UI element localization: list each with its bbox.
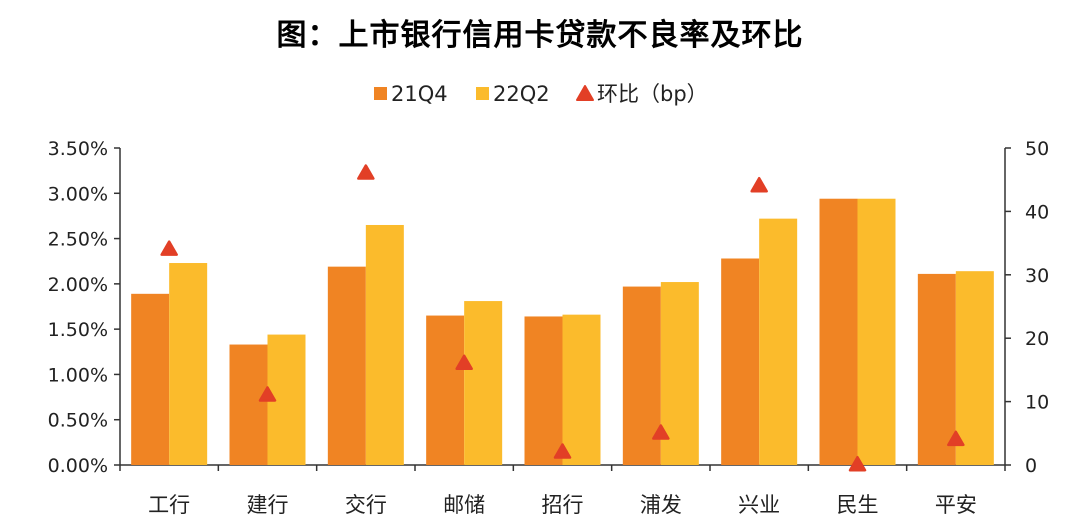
- left-tick-label: 1.00%: [48, 364, 108, 386]
- category-label: 平安: [935, 493, 977, 517]
- left-tick-label: 0.00%: [48, 455, 108, 477]
- category-label: 民生: [837, 493, 879, 517]
- right-tick-label: 20: [1025, 328, 1049, 350]
- qoq-markers: [160, 164, 965, 472]
- left-tick-label: 0.50%: [48, 410, 108, 432]
- legend-swatch-21q4: [374, 87, 387, 100]
- bar-21q4-民生[interactable]: [819, 198, 858, 465]
- category-label: 浦发: [640, 493, 682, 517]
- left-axis-ticks: 0.00% 0.50% 1.00% 1.50% 2.00% 2.50% 3.00% 3.50%: [48, 138, 120, 477]
- legend-marker-qoq: [576, 85, 594, 101]
- legend-item-22q2[interactable]: 22Q2: [476, 82, 550, 106]
- bar-21q4-平安[interactable]: [917, 273, 956, 465]
- left-tick-label: 3.00%: [48, 183, 108, 205]
- bar-21q4-招行[interactable]: [524, 316, 563, 465]
- category-label: 工行: [148, 493, 190, 517]
- bars: [131, 198, 994, 465]
- legend-item-21q4[interactable]: 21Q4: [374, 82, 448, 106]
- bar-22q2-邮储[interactable]: [464, 301, 503, 465]
- bar-22q2-工行[interactable]: [169, 263, 208, 465]
- right-tick-label: 10: [1025, 392, 1049, 414]
- bar-22q2-交行[interactable]: [365, 224, 404, 465]
- qoq-marker-交行[interactable]: [357, 164, 375, 180]
- legend-item-qoq[interactable]: 环比（bp）: [576, 82, 708, 106]
- bar-21q4-交行[interactable]: [327, 266, 366, 465]
- left-tick-label: 2.50%: [48, 229, 108, 251]
- bar-22q2-平安[interactable]: [955, 271, 994, 465]
- qoq-marker-平安[interactable]: [947, 430, 965, 447]
- category-label: 兴业: [738, 493, 780, 517]
- category-label: 邮储: [443, 493, 485, 517]
- legend-swatch-22q2: [476, 87, 489, 100]
- qoq-marker-招行[interactable]: [553, 443, 572, 459]
- right-tick-label: 50: [1025, 138, 1049, 160]
- qoq-marker-工行[interactable]: [160, 240, 178, 256]
- category-label: 招行: [542, 493, 584, 517]
- left-tick-label: 2.00%: [48, 274, 108, 296]
- legend-label-22q2: 22Q2: [493, 82, 550, 106]
- right-tick-label: 0: [1025, 455, 1037, 477]
- legend-label-qoq: 环比（bp）: [597, 82, 708, 106]
- right-axis-ticks: 0 10 20 30 40 50: [1005, 138, 1049, 477]
- left-tick-label: 1.50%: [48, 319, 108, 341]
- legend-label-21q4: 21Q4: [391, 82, 448, 106]
- qoq-marker-建行[interactable]: [258, 386, 277, 402]
- category-label: 交行: [345, 493, 387, 517]
- right-tick-label: 30: [1025, 265, 1049, 287]
- left-tick-label: 3.50%: [48, 138, 108, 160]
- bar-21q4-建行[interactable]: [229, 344, 268, 465]
- bar-22q2-招行[interactable]: [562, 314, 601, 465]
- bar-22q2-兴业[interactable]: [759, 218, 798, 465]
- qoq-marker-邮储[interactable]: [455, 354, 473, 371]
- qoq-marker-浦发[interactable]: [652, 424, 670, 440]
- bar-21q4-工行[interactable]: [131, 293, 170, 465]
- qoq-marker-民生[interactable]: [848, 455, 867, 472]
- category-label: 建行: [247, 493, 289, 517]
- legend: 21Q4 22Q2 环比（bp）: [374, 82, 708, 106]
- right-tick-label: 40: [1025, 201, 1049, 223]
- qoq-marker-兴业[interactable]: [750, 176, 768, 193]
- bar-22q2-民生[interactable]: [857, 198, 896, 465]
- bar-21q4-邮储[interactable]: [426, 315, 465, 465]
- category-labels: 工行 建行 交行 邮储 招行 浦发 兴业 民生 平安: [119, 465, 1006, 517]
- chart-title: 图：上市银行信用卡贷款不良率及环比: [276, 18, 804, 53]
- bar-21q4-兴业[interactable]: [721, 258, 760, 465]
